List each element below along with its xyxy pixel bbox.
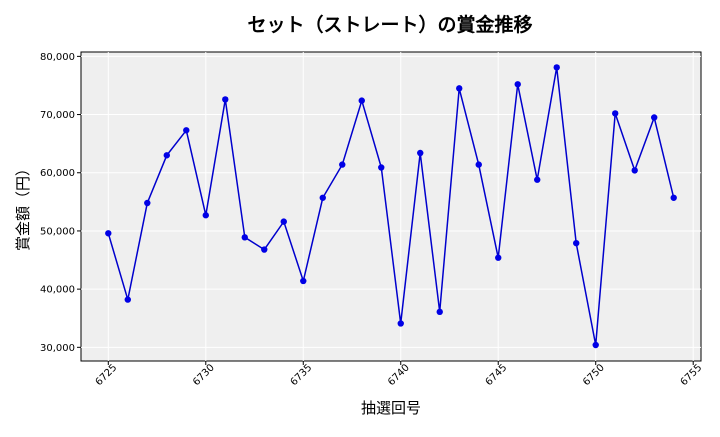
data-point [300,277,307,285]
y-axis-label: 賞金額（円） [14,161,32,251]
data-point [592,341,599,349]
data-point [475,161,482,168]
data-point [183,127,190,134]
data-point [612,110,619,117]
x-axis-label: 抽選回号 [361,399,421,417]
data-point [144,199,151,207]
data-point [124,296,131,303]
data-point [436,308,443,316]
data-point [534,176,541,183]
y-tick-label: 30,000 [40,343,75,354]
x-tick-label: 6740 [386,362,412,388]
y-tick-label: 70,000 [40,110,75,121]
data-point [105,230,112,237]
plot-area [80,51,702,362]
data-point [553,64,560,71]
y-tick-label: 60,000 [40,168,75,179]
data-point [670,194,677,201]
data-point [280,218,287,225]
data-point [319,194,326,201]
data-point [261,246,268,253]
y-tick-label: 80,000 [40,52,75,63]
data-point [417,149,424,157]
data-point [241,234,248,241]
data-series [105,64,677,349]
x-tick-label: 6735 [289,362,315,388]
x-tick-label: 6745 [484,362,510,388]
x-tick-label: 6750 [581,362,607,388]
y-axis: 30,000 40,000 50,000 60,000 70,000 80,000 [40,52,81,354]
data-point [222,96,229,103]
data-point [202,212,209,219]
data-point [358,97,365,104]
x-tick-label: 6730 [191,362,217,388]
x-tick-label: 6725 [94,362,120,388]
data-point [514,81,521,88]
series-line [107,67,675,346]
data-point [456,85,463,92]
data-point [631,167,638,174]
data-point [495,254,502,261]
data-point [163,152,170,159]
y-tick-label: 40,000 [40,285,75,296]
x-axis: 6725 6730 6735 6740 6745 6750 6755 [94,361,705,388]
data-point [651,114,658,121]
chart-title: セット（ストレート）の賞金推移 [247,13,532,36]
data-point [573,239,580,247]
data-point [339,161,346,168]
data-point [378,164,385,171]
x-tick-label: 6755 [679,362,705,388]
data-point [397,320,404,327]
y-tick-label: 50,000 [40,226,75,237]
